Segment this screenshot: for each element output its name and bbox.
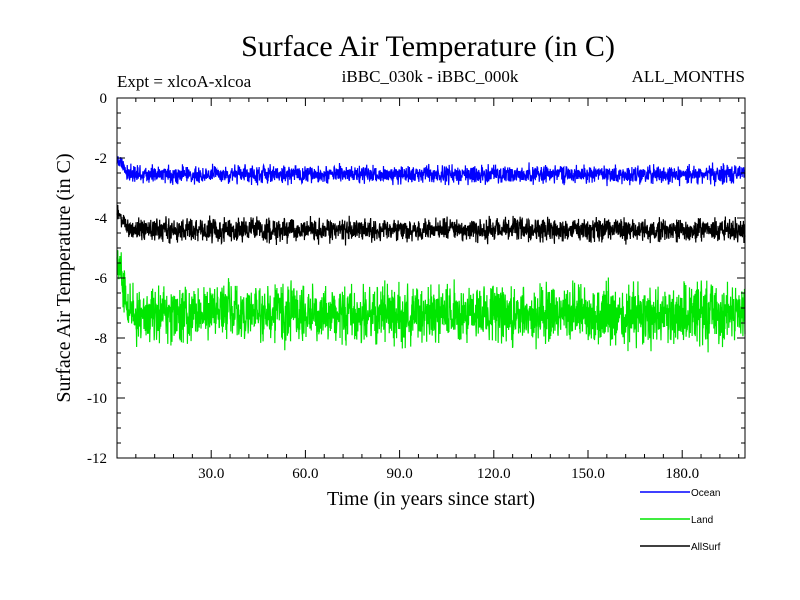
y-tick-label: 0 [100,91,108,107]
comparison-label: iBBC_030k - iBBC_000k [342,67,519,86]
x-axis-label: Time (in years since start) [327,488,535,510]
y-tick-label: -8 [95,331,108,347]
legend: Ocean Land AllSurf [640,488,721,553]
series-layer [116,156,746,353]
y-axis-label: Surface Air Temperature (in C) [53,153,75,402]
x-tick-label: 30.0 [198,466,224,482]
legend-label-ocean: Ocean [691,488,720,499]
x-tick-label: 60.0 [292,466,318,482]
y-tick-label: -4 [95,211,108,227]
x-tick-label: 150.0 [571,466,605,482]
y-tick-label: -2 [95,151,108,167]
y-tick-label: -6 [95,271,108,287]
y-tick-label: -12 [87,451,107,467]
y-axis: 0 -2 -4 -6 -8 -10 -12 [87,91,745,467]
series-line-ocean [116,156,746,187]
legend-label-allsurf: AllSurf [691,542,721,553]
plot-frame [116,97,746,459]
months-label: ALL_MONTHS [632,67,745,86]
y-tick-label: -10 [87,391,107,407]
series-line-allsurf [116,205,746,246]
x-tick-label: 90.0 [386,466,412,482]
x-tick-label: 120.0 [477,466,511,482]
series-line-land [116,249,746,353]
legend-label-land: Land [691,515,713,526]
experiment-label: Expt = xlcoA-xlcoa [117,72,252,91]
chart-title: Surface Air Temperature (in C) [241,30,615,63]
x-axis: 30.0 60.0 90.0 120.0 150.0 180.0 [135,98,740,482]
x-tick-label: 180.0 [665,466,699,482]
